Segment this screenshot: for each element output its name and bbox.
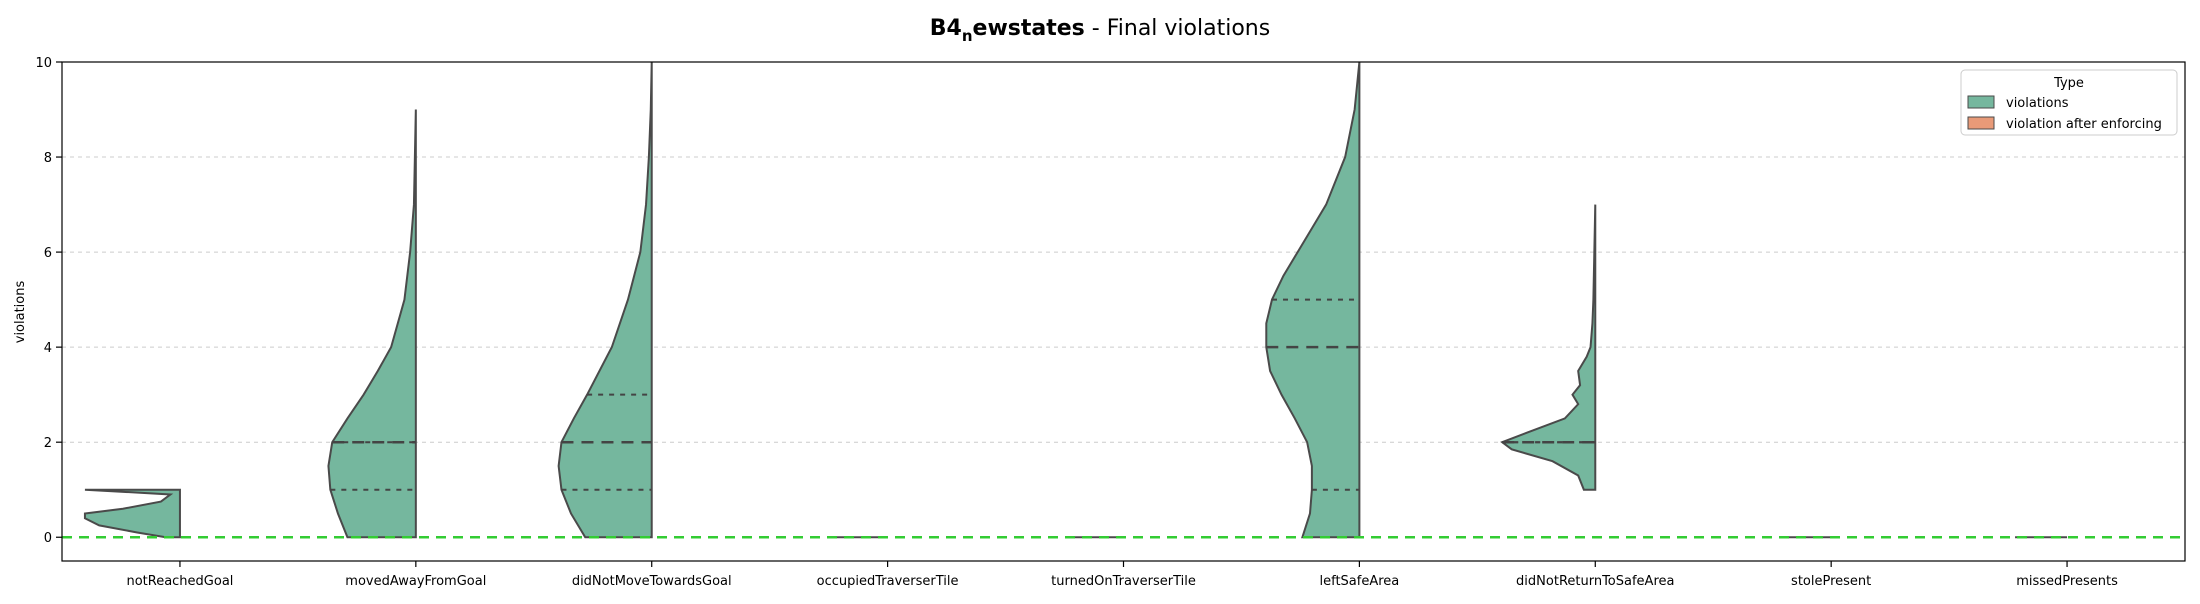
y-axis-label: violations	[13, 281, 28, 344]
y-tick-label: 8	[44, 151, 52, 166]
legend-box	[1960, 69, 2178, 136]
chart-title: B4newstates - Final violations	[930, 16, 1270, 45]
violin-not-reached-goal	[83, 488, 181, 539]
y-tick-label: 10	[35, 56, 52, 71]
x-axis: notReachedGoal movedAwayFromGoal didNotMov…	[126, 561, 2118, 589]
legend-swatch-violations	[1967, 95, 1995, 109]
legend-label-violations: violations	[2006, 96, 2069, 111]
x-tick-label: didNotReturnToSafeArea	[1516, 574, 1674, 589]
y-tick-label: 6	[44, 246, 52, 261]
y-tick-label: 0	[44, 531, 52, 546]
title-bold-main: B4	[930, 16, 962, 41]
violin-left-safe-area	[1265, 61, 1361, 539]
x-tick-label: notReachedGoal	[126, 574, 233, 589]
legend-swatch-violation-after-enforcing	[1967, 116, 1995, 130]
x-tick-label: turnedOnTraverserTile	[1051, 574, 1196, 589]
legend: Type violations violation after enforcin…	[1960, 69, 2178, 136]
title-plain: - Final violations	[1085, 16, 1270, 41]
violin-layer	[83, 61, 2068, 539]
violin-did-not-return-to-safe-area	[1500, 204, 1597, 491]
title-bold-rest: ewstates	[973, 16, 1085, 41]
x-tick-label: missedPresents	[2016, 574, 2118, 589]
y-tick-label: 2	[44, 436, 52, 451]
x-tick-label: didNotMoveTowardsGoal	[572, 574, 732, 589]
violin-did-not-move-towards-goal	[557, 61, 653, 539]
x-tick-label: stolePresent	[1791, 574, 1871, 589]
violin-moved-away-from-goal	[327, 109, 417, 539]
x-tick-label: movedAwayFromGoal	[345, 574, 486, 589]
legend-label-violation-after-enforcing: violation after enforcing	[2006, 117, 2162, 132]
title-bold-subscript: n	[962, 27, 973, 45]
x-tick-label: leftSafeArea	[1320, 574, 1400, 589]
y-tick-label: 4	[44, 341, 52, 356]
x-tick-label: occupiedTraverserTile	[817, 574, 959, 589]
legend-title: Type	[2053, 76, 2084, 91]
y-axis: 0 2 4 6 8 10	[35, 56, 62, 546]
